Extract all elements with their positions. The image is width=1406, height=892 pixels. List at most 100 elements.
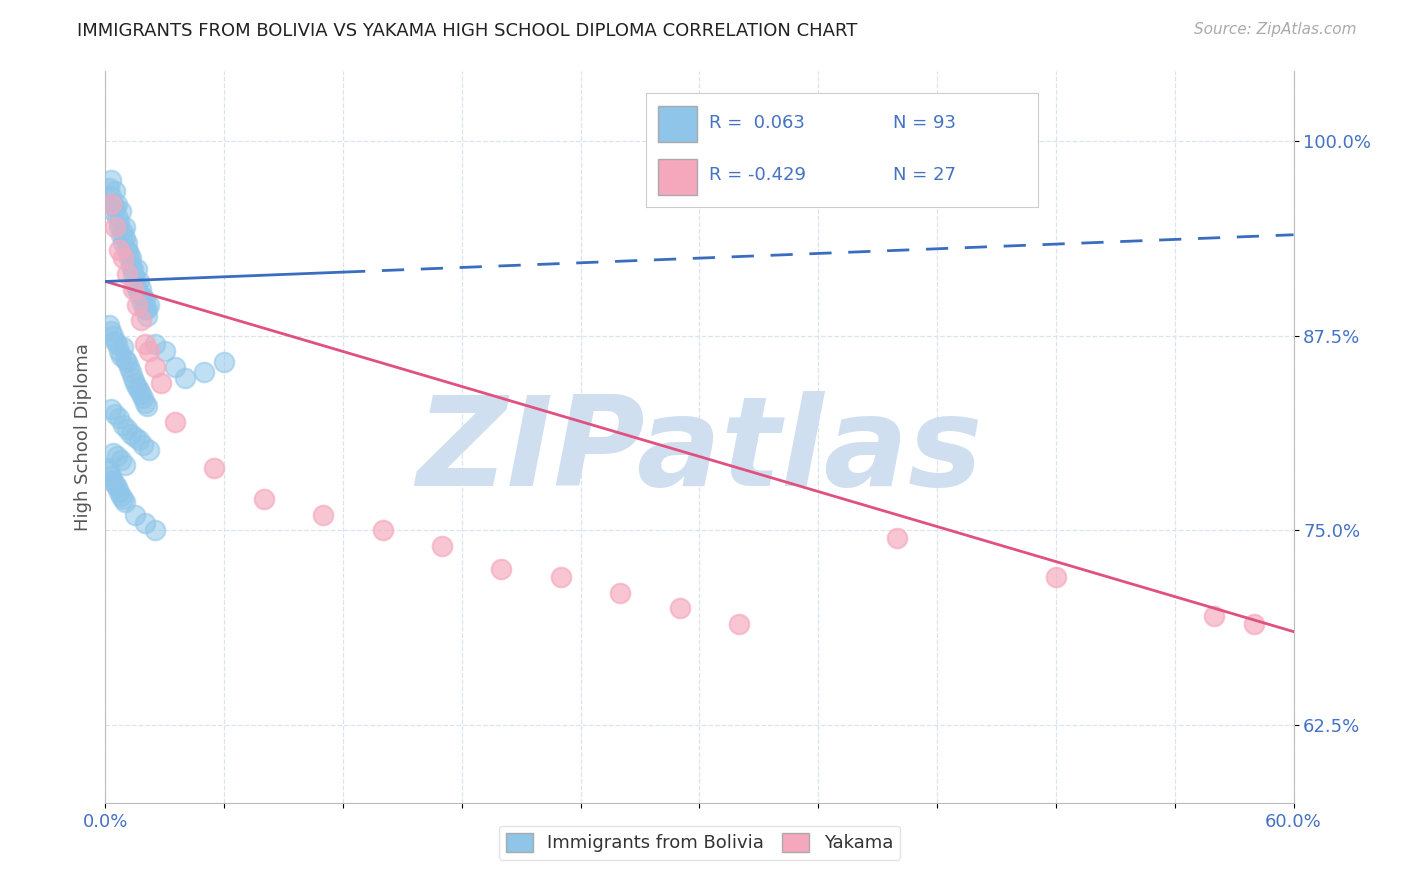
Point bbox=[104, 407, 127, 421]
Point bbox=[105, 449, 128, 463]
Point bbox=[110, 489, 132, 503]
Point bbox=[124, 271, 146, 285]
Point bbox=[129, 386, 152, 401]
Point bbox=[138, 344, 160, 359]
Point bbox=[100, 173, 122, 187]
Point bbox=[138, 442, 160, 457]
Point bbox=[100, 196, 122, 211]
Point bbox=[132, 290, 155, 304]
Point bbox=[115, 267, 138, 281]
Point bbox=[115, 244, 138, 258]
Point bbox=[114, 219, 136, 234]
Point bbox=[120, 259, 142, 273]
Point bbox=[115, 235, 138, 250]
Point bbox=[100, 402, 122, 417]
Point bbox=[112, 251, 135, 265]
Point bbox=[129, 313, 152, 327]
Point bbox=[110, 349, 132, 363]
Point bbox=[136, 399, 159, 413]
Point bbox=[114, 231, 136, 245]
Point bbox=[134, 293, 156, 307]
Point bbox=[100, 189, 122, 203]
Point bbox=[128, 286, 150, 301]
Point bbox=[134, 336, 156, 351]
Point bbox=[127, 298, 149, 312]
Text: ZIPatlas: ZIPatlas bbox=[416, 392, 983, 512]
Point bbox=[96, 461, 118, 475]
Point bbox=[114, 458, 136, 472]
Point bbox=[127, 282, 149, 296]
Point bbox=[108, 344, 131, 359]
Point bbox=[668, 601, 690, 615]
Point bbox=[112, 340, 135, 354]
Text: IMMIGRANTS FROM BOLIVIA VS YAKAMA HIGH SCHOOL DIPLOMA CORRELATION CHART: IMMIGRANTS FROM BOLIVIA VS YAKAMA HIGH S… bbox=[77, 22, 858, 40]
Point bbox=[108, 219, 131, 234]
Point bbox=[105, 196, 128, 211]
Point bbox=[110, 453, 132, 467]
Point bbox=[103, 196, 125, 211]
Point bbox=[105, 480, 128, 494]
Point bbox=[110, 204, 132, 219]
Point bbox=[134, 516, 156, 530]
Point bbox=[108, 244, 131, 258]
Point bbox=[104, 476, 127, 491]
Point bbox=[491, 562, 513, 576]
Point bbox=[108, 484, 131, 499]
Point bbox=[128, 275, 150, 289]
Text: Source: ZipAtlas.com: Source: ZipAtlas.com bbox=[1194, 22, 1357, 37]
Point bbox=[173, 371, 195, 385]
Point bbox=[128, 433, 150, 447]
Point bbox=[112, 225, 135, 239]
Point bbox=[120, 365, 142, 379]
Point bbox=[98, 181, 121, 195]
Point bbox=[143, 336, 166, 351]
Point bbox=[127, 262, 149, 277]
Point bbox=[132, 391, 155, 405]
Point bbox=[118, 246, 141, 260]
Point bbox=[149, 376, 172, 390]
Point bbox=[202, 461, 225, 475]
Point bbox=[105, 336, 128, 351]
Point bbox=[163, 359, 186, 374]
Point bbox=[118, 359, 141, 374]
Point bbox=[100, 324, 122, 338]
Point bbox=[108, 411, 131, 425]
Point bbox=[122, 262, 145, 277]
Point bbox=[1045, 570, 1067, 584]
Point bbox=[371, 524, 394, 538]
Point bbox=[134, 302, 156, 317]
Point bbox=[124, 277, 146, 292]
Point bbox=[112, 417, 135, 432]
Point bbox=[136, 302, 159, 317]
Point bbox=[114, 352, 136, 367]
Point bbox=[430, 539, 453, 553]
Point bbox=[728, 616, 751, 631]
Point bbox=[100, 469, 122, 483]
Point bbox=[103, 474, 125, 488]
Point bbox=[136, 309, 159, 323]
Point bbox=[105, 209, 128, 223]
Point bbox=[104, 200, 127, 214]
Point bbox=[1243, 616, 1265, 631]
Point bbox=[163, 415, 186, 429]
Point bbox=[1204, 609, 1226, 624]
Point bbox=[253, 492, 276, 507]
Point bbox=[112, 235, 135, 250]
Legend: Immigrants from Bolivia, Yakama: Immigrants from Bolivia, Yakama bbox=[499, 826, 900, 860]
Point bbox=[112, 492, 135, 507]
Point bbox=[550, 570, 572, 584]
Point bbox=[103, 445, 125, 459]
Point bbox=[104, 334, 127, 348]
Point bbox=[124, 430, 146, 444]
Point bbox=[609, 585, 631, 599]
Point bbox=[132, 438, 155, 452]
Y-axis label: High School Diploma: High School Diploma bbox=[73, 343, 91, 531]
Point bbox=[115, 355, 138, 369]
Point bbox=[104, 219, 127, 234]
Point bbox=[98, 464, 121, 478]
Point bbox=[122, 267, 145, 281]
Point bbox=[108, 215, 131, 229]
Point bbox=[134, 396, 156, 410]
Point bbox=[214, 355, 236, 369]
Point bbox=[138, 298, 160, 312]
